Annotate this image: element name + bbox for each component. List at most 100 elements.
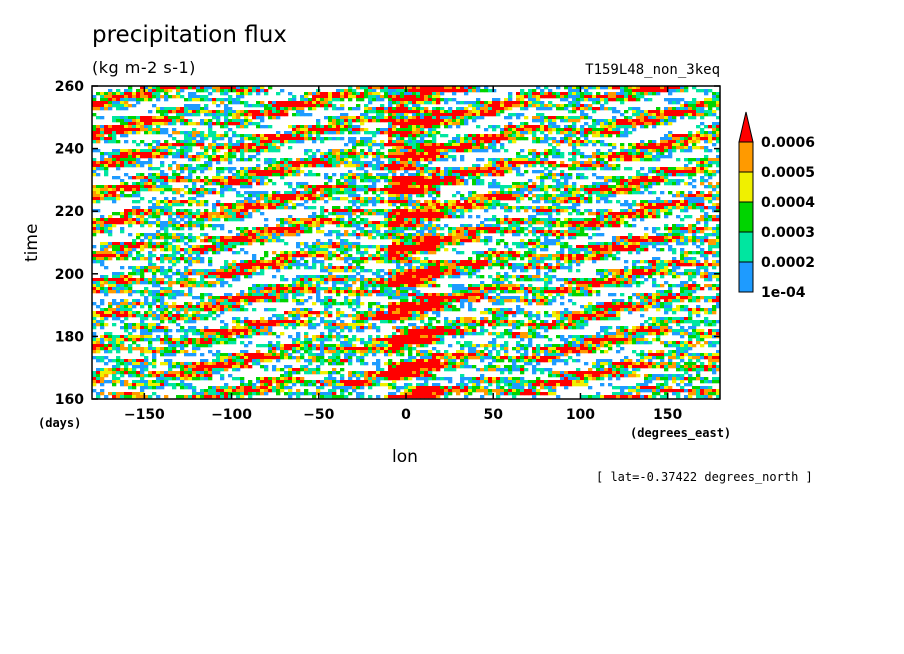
field-cell: [684, 137, 689, 141]
field-cell: [152, 119, 157, 123]
field-cell: [436, 146, 441, 150]
field-cell: [244, 215, 249, 219]
field-cell: [384, 110, 389, 114]
field-cell: [240, 179, 245, 183]
field-cell: [340, 161, 345, 165]
field-cell: [300, 110, 305, 114]
field-cell: [556, 140, 561, 144]
field-cell: [712, 158, 717, 162]
field-cell: [320, 197, 325, 201]
field-cell: [436, 116, 441, 120]
field-cell: [120, 194, 125, 198]
field-cell: [588, 167, 593, 171]
field-cell: [304, 218, 309, 222]
field-cell: [600, 188, 605, 192]
field-cell: [620, 92, 625, 96]
field-cell: [628, 158, 633, 162]
field-cell: [468, 176, 473, 180]
field-cell: [300, 98, 305, 102]
field-cell: [356, 233, 361, 237]
field-cell: [172, 146, 177, 150]
field-cell: [324, 107, 329, 111]
field-cell: [492, 230, 497, 234]
field-cell: [344, 152, 349, 156]
field-cell: [584, 140, 589, 144]
field-cell: [336, 89, 341, 93]
field-cell: [460, 137, 465, 141]
field-cell: [208, 125, 213, 129]
field-cell: [480, 179, 485, 183]
field-cell: [392, 188, 397, 192]
field-cell: [192, 179, 197, 183]
field-cell: [664, 209, 669, 213]
field-cell: [660, 170, 665, 174]
field-cell: [516, 125, 521, 129]
field-cell: [344, 212, 349, 216]
field-cell: [256, 230, 261, 234]
field-cell: [492, 179, 497, 183]
field-cell: [648, 203, 653, 207]
field-cell: [112, 128, 117, 132]
field-cell: [200, 110, 205, 114]
field-cell: [468, 140, 473, 144]
field-cell: [112, 191, 117, 195]
field-cell: [220, 191, 225, 195]
field-cell: [604, 218, 609, 222]
field-cell: [292, 107, 297, 111]
field-cell: [568, 89, 573, 93]
field-cell: [152, 185, 157, 189]
field-cell: [412, 173, 417, 177]
field-cell: [104, 167, 109, 171]
field-cell: [624, 221, 629, 225]
field-cell: [384, 131, 389, 135]
field-cell: [592, 182, 597, 186]
field-cell: [276, 131, 281, 135]
field-cell: [180, 218, 185, 222]
field-cell: [532, 116, 537, 120]
field-cell: [240, 215, 245, 219]
field-cell: [600, 221, 605, 225]
field-cell: [584, 209, 589, 213]
field-cell: [572, 95, 577, 99]
field-cell: [264, 92, 269, 96]
field-cell: [188, 98, 193, 102]
field-cell: [240, 119, 245, 123]
field-cell: [496, 140, 501, 144]
field-cell: [692, 143, 697, 147]
field-cell: [236, 182, 241, 186]
field-cell: [212, 224, 217, 228]
field-cell: [128, 224, 133, 228]
field-cell: [436, 200, 441, 204]
field-cell: [428, 95, 433, 99]
field-cell: [244, 110, 249, 114]
field-cell: [248, 179, 253, 183]
field-cell: [640, 167, 645, 171]
field-cell: [156, 176, 161, 180]
field-cell: [396, 155, 401, 159]
field-cell: [336, 182, 341, 186]
field-cell: [348, 206, 353, 210]
field-cell: [540, 104, 545, 108]
field-cell: [244, 134, 249, 138]
field-cell: [632, 146, 637, 150]
field-cell: [412, 125, 417, 129]
field-cell: [488, 140, 493, 144]
field-cell: [240, 206, 245, 210]
field-cell: [220, 215, 225, 219]
field-cell: [312, 158, 317, 162]
field-cell: [704, 215, 709, 219]
field-cell: [524, 122, 529, 126]
field-cell: [232, 119, 237, 123]
field-cell: [608, 218, 613, 222]
field-cell: [464, 143, 469, 147]
field-cell: [108, 95, 113, 99]
field-cell: [408, 227, 413, 231]
field-cell: [436, 143, 441, 147]
field-cell: [548, 89, 553, 93]
field-cell: [548, 212, 553, 216]
field-cell: [640, 218, 645, 222]
field-cell: [400, 233, 405, 237]
field-cell: [644, 158, 649, 162]
field-cell: [612, 119, 617, 123]
field-cell: [392, 131, 397, 135]
